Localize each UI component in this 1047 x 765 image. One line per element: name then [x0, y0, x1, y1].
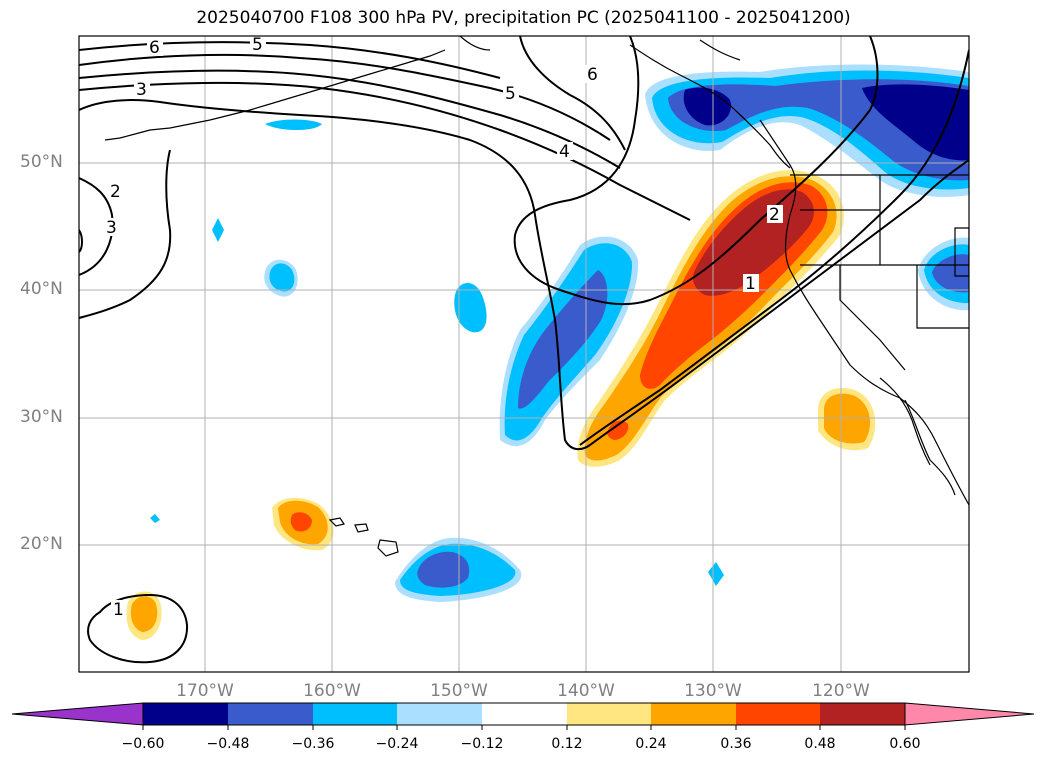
colorbar-tick-label: −0.60: [121, 736, 165, 752]
contour-label: 6: [587, 65, 598, 85]
colorbar-segment: [143, 703, 228, 725]
lon-label: 140°W: [557, 681, 615, 701]
precip-blob-163w-sky: [269, 263, 295, 292]
pv-contour-3a: [79, 81, 691, 221]
pv-contour-inner: [79, 229, 83, 253]
graticule: [79, 36, 969, 672]
colorbar-tick-label: −0.36: [291, 736, 335, 752]
colorbar-tick-label: 0.36: [720, 736, 752, 752]
colorbar-segment: [482, 703, 567, 725]
pv-contour-2b: [79, 149, 172, 319]
negative-precip-areas: [150, 64, 969, 602]
colorbar-frame: [142, 702, 906, 726]
contour-label: 2: [769, 205, 780, 225]
contour-label: 2: [110, 182, 121, 202]
figure-title: 2025040700 F108 300 hPa PV, precipitatio…: [196, 8, 851, 28]
pv-contour-6a: [79, 41, 501, 79]
contour-label: 5: [252, 35, 263, 55]
contour-label: 3: [106, 218, 117, 238]
pv-contour-sw: [87, 593, 189, 664]
map-frame: [78, 35, 970, 673]
lon-label: 150°W: [430, 681, 488, 701]
lon-label: 120°W: [812, 681, 870, 701]
positive-precip-areas: [126, 170, 876, 640]
lat-label: 40°N: [20, 279, 63, 299]
pv-contour-3b: [79, 177, 114, 276]
pv-contour-5a: [79, 53, 611, 141]
precip-blob-bc-dark: [862, 84, 969, 161]
colorbar-extend-max: [904, 702, 1035, 726]
colorbar-segment: [228, 703, 313, 725]
contour-label: 3: [136, 80, 147, 100]
lon-label: 160°W: [303, 681, 361, 701]
colorbar: [11, 702, 1035, 730]
colorbar-segment: [820, 703, 905, 725]
contour-label: 1: [113, 600, 124, 620]
pv-contours: [79, 36, 969, 664]
colorbar-tick-label: −0.12: [460, 736, 504, 752]
lat-label: 30°N: [20, 407, 63, 427]
precip-band-central-blue: [518, 270, 608, 409]
contour-label: 4: [559, 142, 570, 162]
pv-contour-5b: [519, 36, 626, 151]
precip-band-warm-red2: [607, 420, 629, 440]
pv-contour-1: [579, 49, 969, 446]
precip-blob-hawaii-blue: [417, 551, 470, 588]
colorbar-segment: [313, 703, 397, 725]
precip-blob-150w: [454, 282, 487, 333]
pv-contour-6b: [513, 36, 879, 306]
pv-contour-4: [79, 69, 621, 169]
contour-label: 5: [505, 84, 516, 104]
precip-blob-west-blue: [932, 254, 969, 293]
contour-label: 6: [149, 38, 160, 58]
lat-label: 20°N: [20, 534, 63, 554]
precip-blob-sw-orange: [130, 596, 158, 632]
map-plot-area: 6 5 3 5 6 4 2 3 2 1 1: [79, 35, 969, 672]
precip-blob-baja-orange: [824, 393, 871, 444]
precip-blob-130w-sm: [708, 562, 724, 586]
lon-label: 130°W: [684, 681, 742, 701]
colorbar-tick-label: 0.12: [551, 736, 583, 752]
colorbar-tick-label: 0.60: [889, 736, 921, 752]
contour-labels: 6 5 3 5 6 4 2 3 2 1 1: [104, 35, 783, 620]
precip-band-warm-firebrick: [693, 189, 814, 296]
precip-blob-170w: [212, 218, 224, 242]
colorbar-tick-label: 0.48: [804, 736, 836, 752]
colorbar-segment: [397, 703, 482, 725]
colorbar-tick-label: −0.24: [375, 736, 419, 752]
colorbar-segment: [651, 703, 736, 725]
colorbar-segment: [736, 703, 820, 725]
lat-label: 50°N: [20, 152, 63, 172]
pv-contour-2: [79, 99, 969, 451]
colorbar-tick-label: 0.24: [635, 736, 667, 752]
lon-label: 170°W: [176, 681, 234, 701]
precip-blob-tiny: [150, 514, 160, 523]
precip-blob-alaska: [265, 119, 322, 130]
contour-label: 1: [745, 274, 756, 294]
colorbar-extend-min: [11, 702, 144, 726]
colorbar-segment: [567, 703, 651, 725]
colorbar-tick-label: −0.48: [206, 736, 250, 752]
precip-blob-hawaii-warm-red: [290, 512, 312, 532]
